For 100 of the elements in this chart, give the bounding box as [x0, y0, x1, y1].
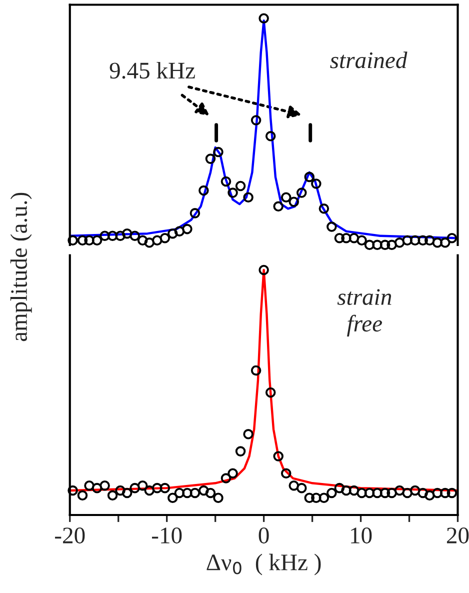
point: [280, 192, 292, 202]
annotation: strain free: [337, 289, 392, 336]
annotation: strained: [330, 52, 408, 68]
point: [326, 222, 337, 232]
point: [380, 488, 390, 498]
point: [228, 468, 238, 479]
point: [115, 485, 126, 496]
point: [410, 485, 420, 496]
point: [341, 485, 352, 496]
point: [174, 226, 185, 236]
point: [190, 488, 200, 498]
point: [130, 230, 140, 241]
point: [174, 488, 185, 498]
point: [144, 238, 155, 248]
point: [265, 387, 276, 398]
point: [243, 192, 254, 202]
point: [424, 235, 435, 246]
point: [402, 488, 412, 498]
point: [235, 446, 246, 456]
point: [318, 492, 330, 504]
point: [152, 235, 162, 246]
point: [432, 488, 443, 498]
point: [115, 230, 126, 241]
point: [402, 235, 412, 246]
point: [334, 232, 345, 244]
point: [410, 235, 420, 246]
point: [213, 492, 224, 504]
point: [432, 238, 443, 248]
point: [258, 264, 269, 276]
point: [394, 238, 405, 248]
point: [77, 235, 88, 246]
point: [84, 480, 94, 491]
point: [77, 490, 88, 501]
point: [311, 178, 322, 189]
point: [372, 240, 382, 250]
point: [304, 492, 315, 504]
x-tick-label: 20: [446, 528, 469, 544]
point: [160, 482, 170, 494]
point: [213, 146, 224, 158]
point: [198, 485, 209, 496]
point: [356, 235, 367, 246]
annotation: 9.45 kHz: [110, 62, 195, 79]
point: [182, 488, 192, 498]
point: [372, 488, 382, 498]
point: [107, 490, 118, 501]
point: [280, 468, 292, 479]
point: [446, 232, 458, 244]
x-tick-label: -10: [152, 528, 182, 544]
point: [386, 240, 397, 250]
x-tick-label: 0: [258, 528, 269, 544]
point: [205, 488, 216, 498]
point: [341, 232, 352, 244]
point: [205, 154, 216, 164]
point: [273, 451, 284, 462]
point: [152, 482, 162, 494]
point: [318, 204, 330, 214]
point: [122, 228, 132, 239]
point: [326, 488, 337, 498]
point: [92, 482, 102, 494]
point: [137, 235, 148, 246]
y-axis-title: amplitude (a.u.): [10, 192, 32, 342]
point: [84, 235, 94, 246]
x-tick-label: -20: [55, 528, 85, 544]
point: [364, 488, 375, 498]
point: [364, 240, 375, 250]
point: [168, 228, 178, 239]
point: [304, 172, 315, 182]
point: [265, 131, 276, 142]
point: [418, 235, 428, 246]
point: [258, 13, 269, 24]
point: [220, 176, 232, 187]
point: [220, 473, 232, 484]
point: [440, 238, 450, 248]
point: [296, 482, 307, 494]
point: [92, 235, 102, 246]
point: [394, 485, 405, 496]
point: [100, 480, 110, 491]
point: [68, 485, 78, 496]
point: [243, 429, 254, 440]
point: [440, 488, 450, 498]
x-axis-title: Δν$_{0}$ ( kHz ): [206, 554, 321, 576]
point: [107, 230, 118, 241]
point: [288, 196, 300, 208]
point: [288, 480, 300, 491]
point: [198, 185, 209, 196]
point: [235, 180, 246, 192]
point: [348, 232, 360, 244]
point: [168, 492, 178, 504]
point: [273, 201, 284, 212]
point: [386, 488, 397, 498]
point: [348, 485, 360, 496]
point: [228, 188, 238, 198]
point: [122, 488, 132, 498]
x-tick-label: 10: [351, 528, 372, 544]
point: [424, 490, 435, 501]
point: [190, 208, 200, 218]
point: [160, 232, 170, 244]
point: [380, 240, 390, 250]
point: [418, 488, 428, 498]
point: [144, 485, 155, 496]
